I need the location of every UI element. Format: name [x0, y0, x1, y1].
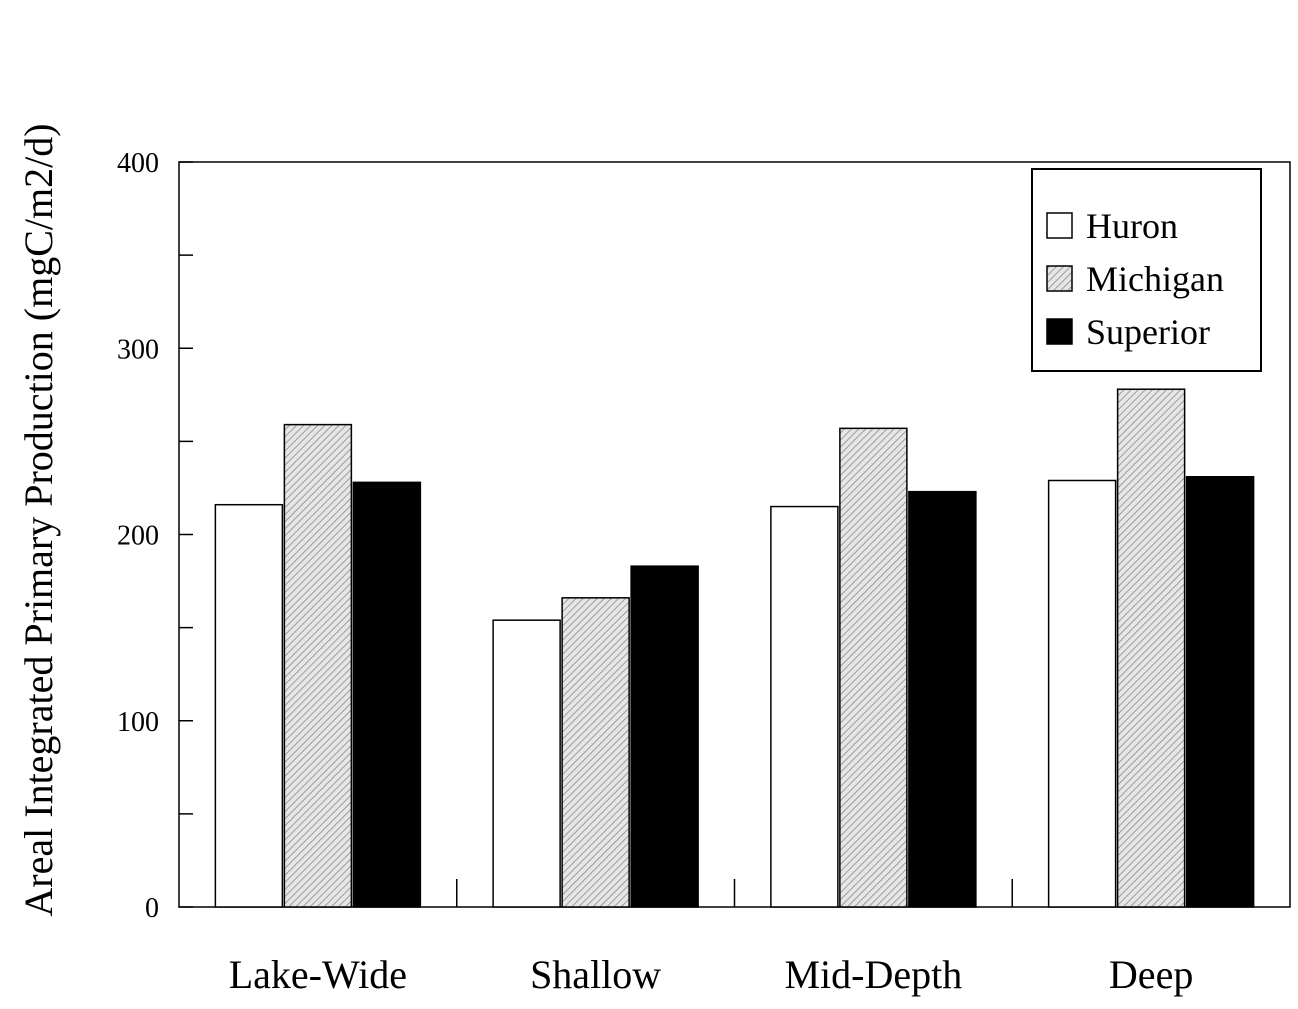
bar-superior-deep: [1185, 476, 1255, 908]
bar-superior-mid-depth: [908, 490, 977, 908]
bar-huron-deep: [1047, 479, 1117, 908]
bar-huron-shallow: [492, 619, 561, 908]
y-axis-label: Areal Integrated Primary Production (mgC…: [16, 123, 61, 916]
bar-superior-shallow: [630, 565, 699, 908]
y-tick-label: 400: [117, 148, 159, 179]
y-tick-label: 0: [145, 893, 159, 924]
bar-michigan-deep: [1116, 388, 1186, 908]
bar-huron-mid-depth: [770, 505, 839, 908]
y-tick-label: 300: [117, 334, 159, 365]
x-category-label: Deep: [1109, 952, 1193, 997]
legend-swatch-huron: [1046, 212, 1073, 239]
bar-huron-lake-wide: [214, 503, 284, 908]
y-tick-label: 100: [117, 707, 159, 738]
legend-label-superior: Superior: [1086, 312, 1210, 352]
bar-superior-lake-wide: [352, 481, 422, 908]
x-category-label: Shallow: [530, 952, 661, 997]
bar-michigan-shallow: [561, 597, 630, 908]
y-tick-label: 200: [117, 521, 159, 552]
bar-michigan-mid-depth: [839, 427, 908, 908]
legend-label-michigan: Michigan: [1086, 259, 1224, 299]
legend-swatch-superior: [1046, 318, 1073, 345]
bar-michigan-lake-wide: [283, 423, 353, 908]
legend-swatch-michigan: [1046, 265, 1073, 292]
x-category-label: Lake-Wide: [229, 952, 407, 997]
x-category-label: Mid-Depth: [784, 952, 962, 997]
legend-label-huron: Huron: [1086, 206, 1178, 246]
